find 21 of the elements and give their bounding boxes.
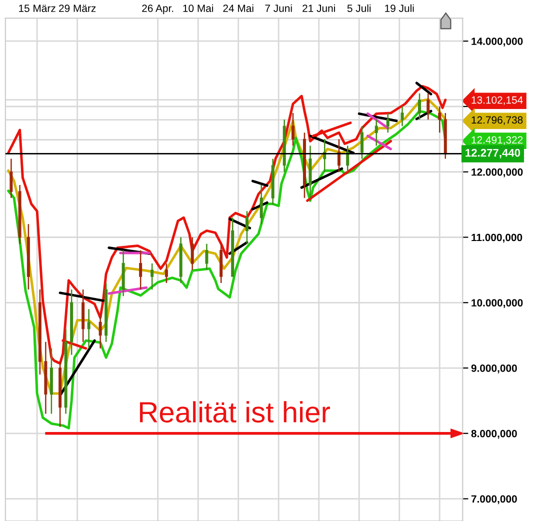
x-tick-label: 21 Juni [302,4,335,12]
y-tick-label: 12.491,322 [472,136,523,145]
x-tick-label: 19 Juli [385,4,414,12]
x-tick-label: 5 Juli [347,4,371,12]
y-tick-label: 12.796,738 [472,116,523,125]
y-tick-label: 10.000,000 [472,299,523,308]
x-tick-label: 26 Apr. [142,4,174,14]
y-tick-label: 7.000,000 [471,495,517,504]
y-tick-label: 14.000,000 [472,38,523,47]
y-tick-label: 13.102,154 [472,96,523,105]
y-tick-label: 9.000,000 [471,364,517,374]
x-tick-label: 7 Juni [265,4,292,12]
x-tick-label: 29 März [59,4,96,12]
y-tick-label: 11.000,000 [472,234,522,243]
x-tick-label: 15 März [19,4,56,12]
y-tick-label: 8.000,000 [471,430,517,439]
ref-line-label: 12.277,440 [466,148,520,158]
x-tick-label: 24 Mai [223,4,254,12]
x-tick-label: 10 Mai [183,4,214,12]
y-tick-label: 12.000,000 [472,168,523,178]
ref-line-label: Realität ist hier [140,401,330,423]
